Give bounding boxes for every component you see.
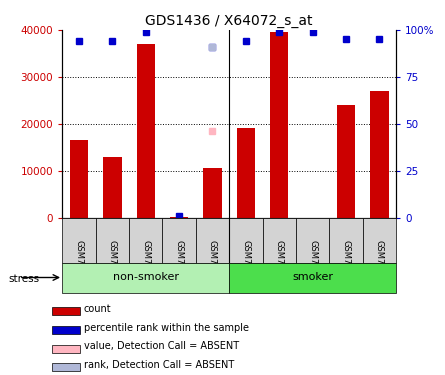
Bar — [329, 217, 363, 262]
Bar — [229, 217, 263, 262]
Bar — [137, 44, 155, 218]
Bar — [270, 32, 288, 218]
Bar — [53, 345, 80, 352]
Text: GSM72248: GSM72248 — [308, 240, 317, 285]
Bar — [229, 262, 396, 292]
Text: GSM71991: GSM71991 — [108, 240, 117, 285]
Bar — [337, 105, 355, 218]
Bar — [103, 157, 121, 218]
Bar — [62, 262, 229, 292]
Text: GSM72245: GSM72245 — [208, 240, 217, 285]
Text: GSM72244: GSM72244 — [174, 240, 184, 285]
Text: stress: stress — [9, 274, 40, 284]
Bar — [237, 128, 255, 217]
Bar — [70, 140, 88, 218]
Text: GSM72249: GSM72249 — [341, 240, 351, 285]
Bar — [62, 217, 96, 262]
Title: GDS1436 / X64072_s_at: GDS1436 / X64072_s_at — [146, 13, 313, 28]
Bar — [53, 363, 80, 371]
Bar — [363, 217, 396, 262]
Text: GSM72250: GSM72250 — [375, 240, 384, 285]
Bar — [53, 326, 80, 334]
Bar — [296, 217, 329, 262]
Text: percentile rank within the sample: percentile rank within the sample — [84, 323, 249, 333]
Bar — [129, 217, 162, 262]
Bar — [370, 91, 388, 218]
Text: count: count — [84, 304, 111, 314]
Bar — [263, 217, 296, 262]
Text: GSM71942: GSM71942 — [74, 240, 84, 285]
Text: smoker: smoker — [292, 273, 333, 282]
Bar — [203, 168, 222, 217]
Bar — [162, 217, 196, 262]
Text: GSM72247: GSM72247 — [275, 240, 284, 285]
Text: rank, Detection Call = ABSENT: rank, Detection Call = ABSENT — [84, 360, 234, 370]
Text: non-smoker: non-smoker — [113, 273, 179, 282]
Text: GSM72243: GSM72243 — [141, 240, 150, 285]
Bar — [53, 307, 80, 315]
Bar — [96, 217, 129, 262]
Text: value, Detection Call = ABSENT: value, Detection Call = ABSENT — [84, 342, 239, 351]
Bar — [196, 217, 229, 262]
Text: GSM72246: GSM72246 — [241, 240, 251, 285]
